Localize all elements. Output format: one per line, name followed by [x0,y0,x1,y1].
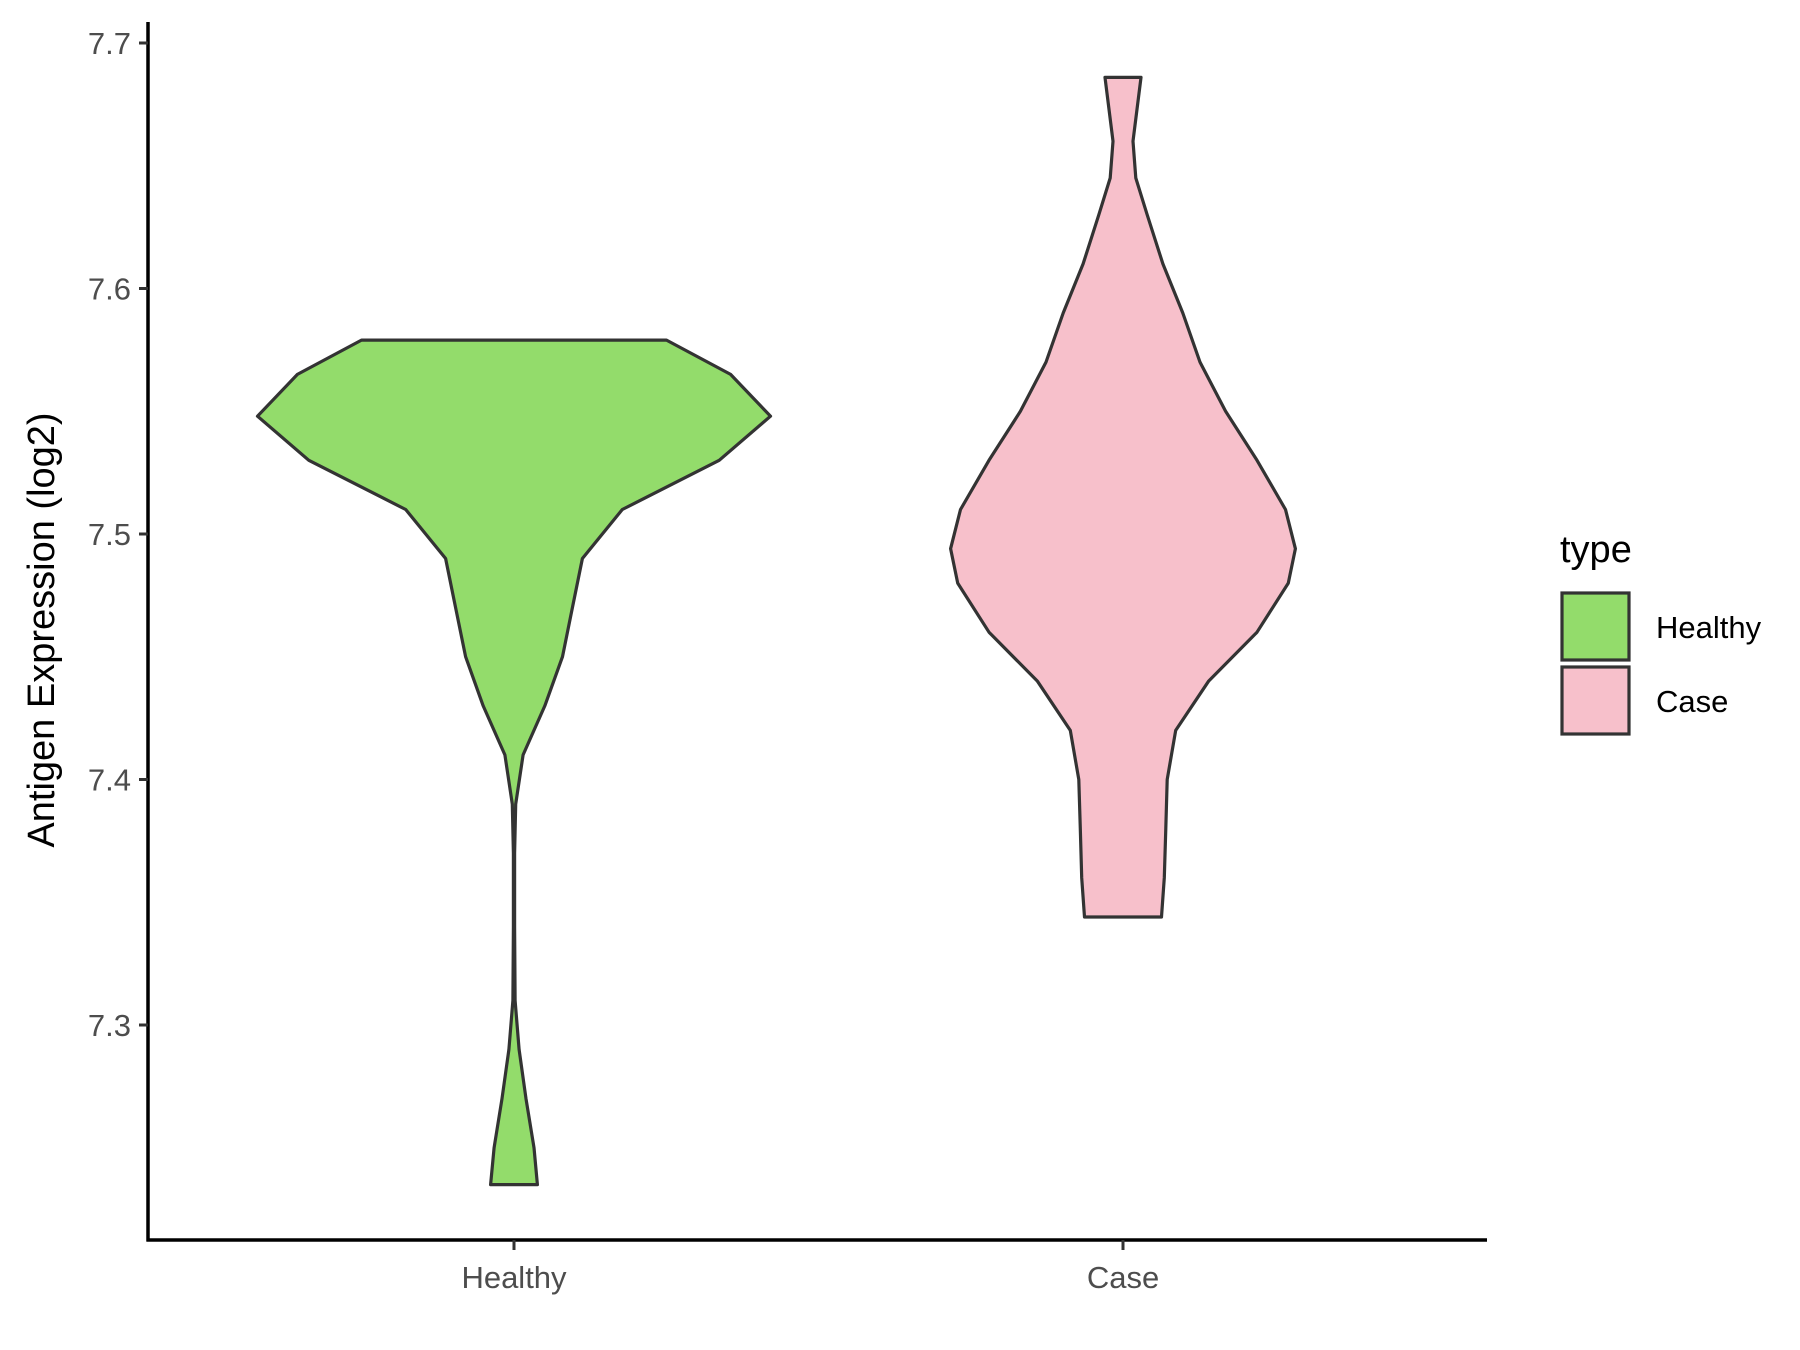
violin-healthy [255,338,773,1187]
legend: type Healthy Case [1560,529,1762,736]
legend-key-case [1560,665,1631,736]
x-tick-label: Healthy [461,1260,567,1295]
violin-group [255,75,1297,1187]
legend-label: Case [1656,684,1728,719]
violin-case [949,75,1297,919]
y-axis-title: Antigen Expression (log2) [21,412,63,847]
legend-title: type [1560,529,1632,571]
legend-label: Healthy [1656,610,1762,645]
y-tick-label: 7.3 [88,1008,131,1043]
y-tick-label: 7.6 [88,272,131,307]
legend-key-healthy [1560,591,1631,662]
y-tick-label: 7.7 [88,26,131,61]
y-tick-label: 7.5 [88,517,131,552]
y-axis: 7.3 7.4 7.5 7.6 7.7 [88,22,150,1242]
x-axis: Healthy Case [146,1238,1487,1295]
y-tick-label: 7.4 [88,763,131,798]
x-tick-label: Case [1087,1260,1159,1295]
